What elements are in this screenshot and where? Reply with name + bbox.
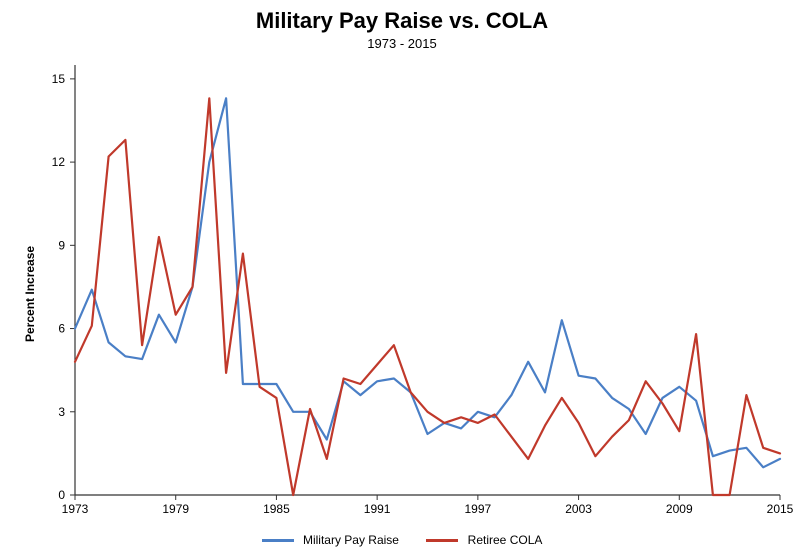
y-tick-label: 15 xyxy=(52,72,66,86)
x-tick-label: 1973 xyxy=(62,502,89,516)
chart-svg: 0 3 6 9 12 15 1973 1979 1985 1991 1997 2003 2009 2015 xyxy=(0,0,804,553)
y-tick-label: 0 xyxy=(58,488,65,502)
x-tick-label: 2015 xyxy=(767,502,794,516)
x-tick-label: 1991 xyxy=(364,502,391,516)
y-tick-label: 9 xyxy=(58,238,65,252)
x-tick-label: 1979 xyxy=(162,502,189,516)
y-tick-label: 12 xyxy=(52,155,66,169)
x-tick-label: 1985 xyxy=(263,502,290,516)
y-tick-label: 3 xyxy=(58,405,65,419)
legend: Military Pay Raise Retiree COLA xyxy=(0,533,804,547)
legend-swatch-1 xyxy=(426,539,458,542)
series-line-1 xyxy=(75,98,780,495)
x-tick-label: 2009 xyxy=(666,502,693,516)
x-tick-label: 2003 xyxy=(565,502,592,516)
chart-container: Military Pay Raise vs. COLA 1973 - 2015 … xyxy=(0,0,804,553)
legend-item-1: Retiree COLA xyxy=(426,533,542,547)
legend-item-0: Military Pay Raise xyxy=(262,533,399,547)
legend-label-1: Retiree COLA xyxy=(468,533,543,547)
legend-label-0: Military Pay Raise xyxy=(303,533,399,547)
y-tick-label: 6 xyxy=(58,322,65,336)
legend-swatch-0 xyxy=(262,539,294,542)
x-tick-label: 1997 xyxy=(465,502,492,516)
